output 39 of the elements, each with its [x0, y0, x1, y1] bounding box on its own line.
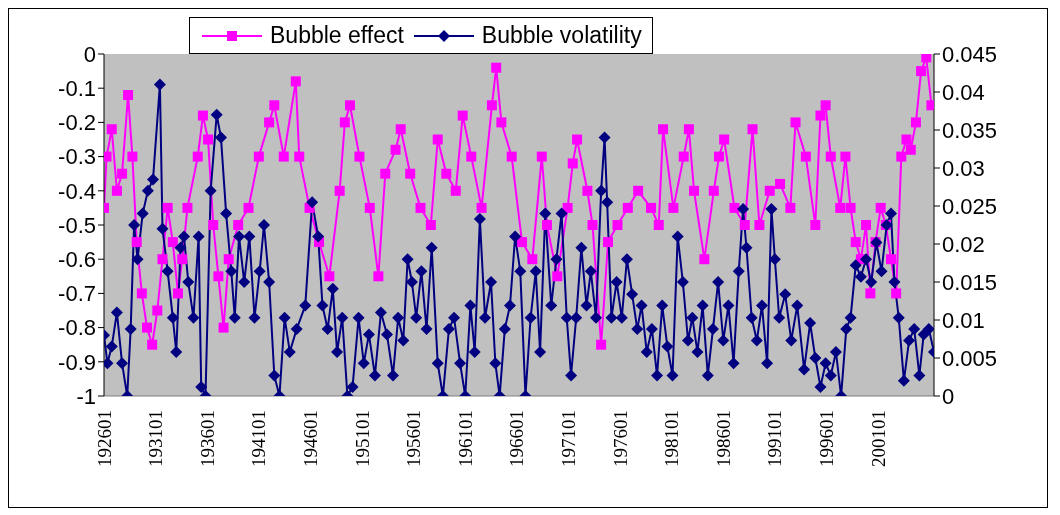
x-tick-label: 199101 [764, 410, 786, 467]
y2-tick-label: 0.025 [942, 193, 998, 219]
y-tick-label: -0.1 [58, 76, 96, 102]
x-tick-label: 195101 [351, 410, 373, 467]
y-tick-label: -0.2 [58, 110, 96, 136]
x-tick-label: 199601 [815, 410, 837, 467]
y-tick-label: -0.9 [58, 349, 96, 375]
x-tick-label: 200101 [867, 410, 889, 467]
x-tick-label: 198601 [712, 410, 734, 467]
x-tick-label: 193601 [196, 410, 218, 467]
y-tick-label: -0.4 [58, 178, 96, 204]
legend-label: Bubble volatility [481, 22, 642, 49]
y-tick-label: -0.5 [58, 212, 96, 238]
y2-tick-label: 0.01 [942, 307, 985, 333]
x-tick-label: 196101 [454, 410, 476, 467]
y2-tick-label: 0.02 [942, 231, 985, 257]
y-tick-label: -1 [76, 383, 96, 409]
y2-tick-label: 0.015 [942, 269, 998, 295]
x-tick-label: 196601 [506, 410, 528, 467]
x-tick-label: 197101 [557, 410, 579, 467]
y-tick-label: -0.8 [58, 315, 96, 341]
y2-tick-label: 0 [942, 383, 955, 409]
x-tick-label: 194601 [299, 410, 321, 467]
y-tick-label: -0.6 [58, 247, 96, 273]
y2-tick-label: 0.035 [942, 117, 998, 143]
x-tick-label: 198101 [661, 410, 683, 467]
y2-tick-label: 0.04 [942, 79, 985, 105]
legend-label: Bubble effect [270, 22, 404, 49]
y-tick-label: 0 [83, 41, 96, 67]
x-tick-label: 195601 [403, 410, 425, 467]
x-tick-label: 192601 [93, 410, 115, 467]
x-tick-label: 194101 [248, 410, 270, 467]
y-tick-label: -0.3 [58, 144, 96, 170]
x-tick-label: 193101 [145, 410, 167, 467]
y2-tick-label: 0.045 [942, 41, 998, 67]
y-tick-label: -0.7 [58, 281, 96, 307]
x-tick-label: 197601 [609, 410, 631, 467]
y2-tick-label: 0.03 [942, 155, 985, 181]
y2-tick-label: 0.005 [942, 345, 998, 371]
